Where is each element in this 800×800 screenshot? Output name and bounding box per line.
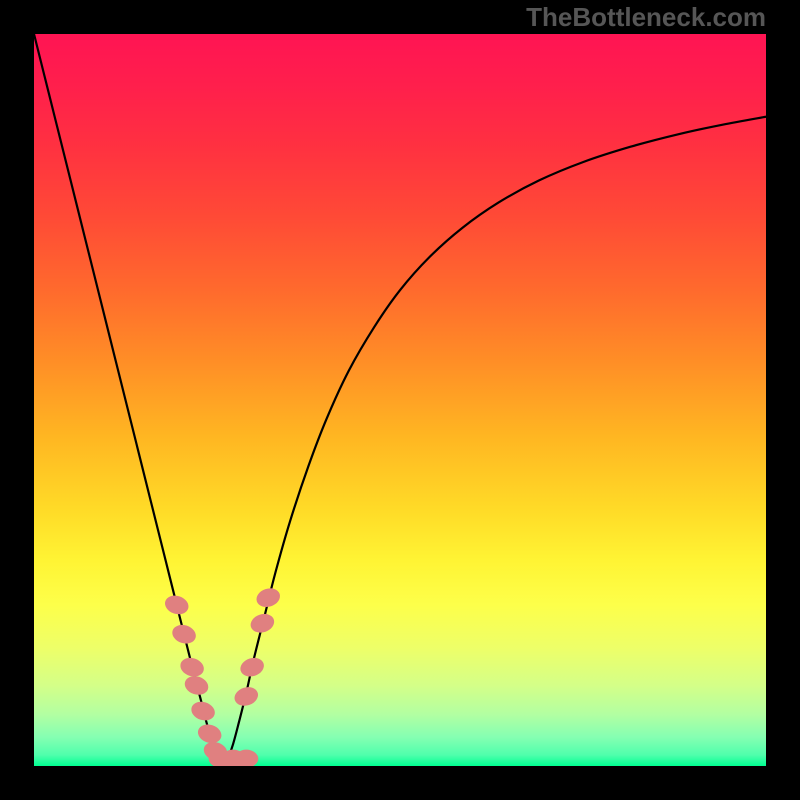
data-marker — [254, 585, 282, 610]
data-marker — [163, 593, 191, 618]
data-marker — [182, 673, 210, 698]
data-marker — [238, 655, 266, 680]
watermark-text: TheBottleneck.com — [526, 2, 766, 33]
data-marker — [170, 622, 198, 647]
data-marker — [189, 699, 217, 724]
data-marker — [232, 684, 260, 709]
chart-container: TheBottleneck.com — [0, 0, 800, 800]
plot-area — [34, 34, 766, 766]
curve-layer — [34, 34, 766, 766]
curve-left-branch — [34, 34, 224, 766]
data-marker — [195, 722, 223, 747]
curve-right-branch — [224, 117, 766, 766]
data-marker — [248, 611, 276, 636]
data-marker — [178, 655, 206, 680]
